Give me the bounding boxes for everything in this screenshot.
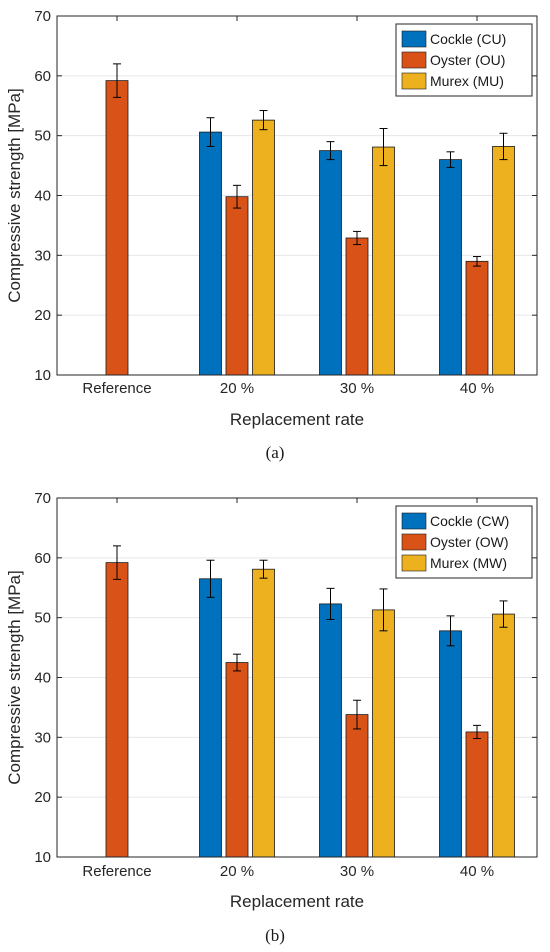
x-tick-label: 40 % — [460, 380, 494, 397]
legend-entry: Cockle (CU) — [430, 31, 506, 47]
x-tick-label: 40 % — [460, 863, 494, 880]
y-axis-label: Compressive strength [MPa] — [5, 88, 24, 302]
legend-entry: Cockle (CW) — [430, 513, 509, 529]
y-axis-label: Compressive strength [MPa] — [5, 570, 24, 784]
y-tick-label: 10 — [34, 849, 51, 866]
y-tick-label: 50 — [34, 610, 51, 627]
bar — [105, 80, 129, 376]
legend-swatch — [401, 512, 427, 530]
x-tick-label: Reference — [82, 863, 151, 880]
bar — [439, 630, 462, 858]
legend-entry: Oyster (OU) — [430, 52, 505, 68]
legend-swatch — [401, 533, 427, 551]
y-tick-label: 50 — [34, 128, 51, 145]
y-tick-label: 60 — [34, 550, 51, 567]
bar — [372, 146, 395, 376]
y-tick-label: 40 — [34, 670, 51, 687]
y-tick-label: 20 — [34, 789, 51, 806]
axes-box — [56, 497, 538, 858]
x-tick-label: Reference — [82, 380, 151, 397]
y-tick-label: 10 — [34, 367, 51, 384]
chart-panel-a: 10 20 30 40 50 60 70 Reference 20 % 30 % 40 % Repla… — [5, 8, 538, 462]
y-tick-label: 30 — [34, 247, 51, 264]
x-tick-label: 30 % — [340, 380, 374, 397]
bar — [345, 714, 369, 858]
y-tick-label: 30 — [34, 729, 51, 746]
bar — [372, 609, 395, 858]
panel-caption: (b) — [265, 926, 285, 945]
x-tick-label: 20 % — [220, 380, 254, 397]
bar — [345, 237, 369, 376]
bar — [225, 662, 249, 858]
legend-entry: Murex (MU) — [430, 73, 504, 89]
y-tick-label: 70 — [34, 8, 51, 25]
x-tick-label: 30 % — [340, 863, 374, 880]
bar — [252, 119, 275, 376]
x-axis-label: Replacement rate — [230, 410, 364, 429]
x-tick-label: 20 % — [220, 863, 254, 880]
bar — [465, 731, 489, 858]
legend-swatch — [401, 72, 427, 90]
legend-swatch — [401, 51, 427, 69]
bar — [465, 260, 489, 376]
legend-entry: Oyster (OW) — [430, 534, 509, 550]
y-tick-label: 60 — [34, 68, 51, 85]
chart-panel-b: 10 20 30 40 50 60 70 Reference 20 % 30 % 40 % Repla… — [5, 490, 538, 945]
bar — [492, 146, 515, 376]
panel-caption: (a) — [266, 443, 285, 462]
bar — [199, 578, 222, 858]
bar — [319, 150, 342, 376]
bar — [319, 603, 342, 858]
legend-entry: Murex (MW) — [430, 555, 507, 571]
bar — [199, 131, 222, 376]
legend-swatch — [401, 30, 427, 48]
axes-box — [56, 15, 538, 376]
y-tick-label: 40 — [34, 188, 51, 205]
legend-swatch — [401, 554, 427, 572]
bar — [225, 196, 249, 376]
bar — [105, 562, 129, 858]
y-tick-label: 70 — [34, 490, 51, 507]
y-tick-label: 20 — [34, 307, 51, 324]
bar — [492, 613, 515, 858]
bar — [439, 159, 462, 376]
x-axis-label: Replacement rate — [230, 892, 364, 911]
bar — [252, 568, 275, 858]
